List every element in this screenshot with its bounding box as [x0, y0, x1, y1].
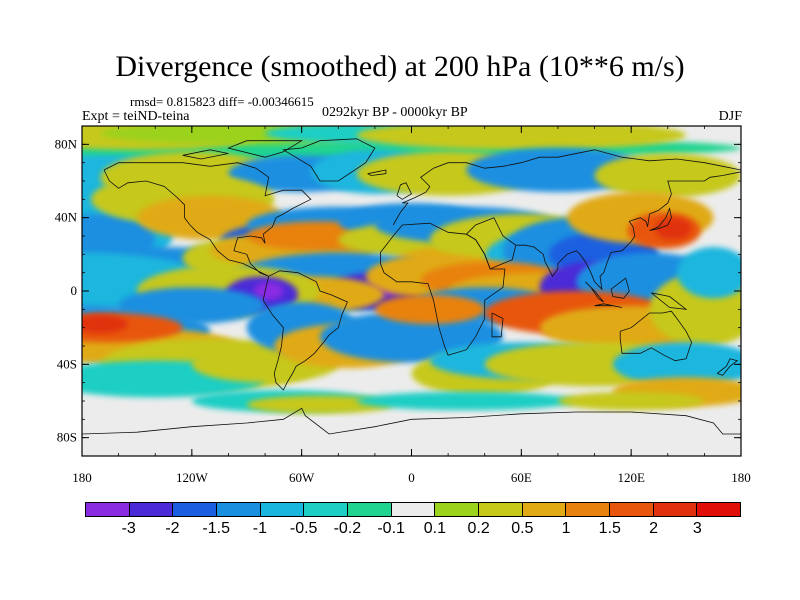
lon-tick-label: 60W [289, 470, 315, 485]
colorbar-level-label: 0.1 [423, 520, 446, 537]
colorbar-level-label: 3 [692, 520, 702, 537]
colorbar-segment [304, 503, 349, 516]
coastline [594, 303, 623, 308]
colorbar-segment [86, 503, 130, 516]
lon-tick-label: 120W [176, 470, 209, 485]
axis-ticks [81, 125, 742, 457]
lat-tick-label: 40N [55, 210, 78, 225]
lon-tick-label: 180 [731, 470, 751, 485]
colorbar-segment [129, 503, 174, 516]
colorbar-level-label: -0.5 [289, 520, 318, 537]
colorbar-segment [610, 503, 654, 516]
season-label: DJF [718, 109, 742, 124]
colorbar-labels: -3 -2 -1.5 -1 -0.5 -0.2 -0.1 0.1 0.2 0.5 1 1.5 2 3 [0, 520, 800, 540]
colorbar-level-label: 1 [561, 520, 571, 537]
colorbar-segment [697, 503, 741, 516]
colorbar-level-label: -0.2 [333, 520, 362, 537]
colorbar-level-label: 1.5 [598, 520, 621, 537]
coastline [466, 217, 517, 270]
colorbar-level-label: 0.2 [467, 520, 490, 537]
coastline [227, 140, 304, 158]
divergence-contour [254, 281, 284, 301]
colorbar-segment [173, 503, 218, 516]
divergence-contour [557, 391, 705, 411]
colorbar-level-label: 0.5 [511, 520, 534, 537]
divergence-field [82, 126, 741, 414]
divergence-contour [594, 153, 741, 198]
experiment-label: Expt = teiND-teina [82, 109, 190, 124]
colorbar-level-label: -1.5 [202, 520, 230, 537]
lat-tick-label: 0 [71, 283, 78, 298]
coastline [262, 270, 348, 391]
colorbar-level-label: -1 [252, 520, 268, 537]
colorbar-level-label: -3 [121, 520, 136, 537]
colorbar-segment [348, 503, 392, 516]
coastline [651, 292, 688, 310]
colorbar-segment [217, 503, 261, 516]
colorbar-segment [522, 503, 567, 516]
colorbar-level-label: 2 [649, 520, 658, 537]
coastline [282, 138, 376, 182]
coastline [380, 222, 506, 356]
coastlines [82, 138, 741, 435]
divergence-contour [676, 247, 741, 299]
coastline [515, 171, 741, 291]
colorbar [85, 502, 741, 517]
colorbar-segment [653, 503, 698, 516]
axis-tick-labels: 80N 40N 0 40S 80S 180 120W 60W 0 60E 120E 180 [55, 136, 751, 485]
colorbar-segment [566, 503, 611, 516]
lon-tick-label: 0 [408, 470, 415, 485]
divergence-contour [654, 217, 692, 240]
colorbar-segment [435, 503, 480, 516]
lon-tick-label: 180 [72, 470, 92, 485]
coastline [619, 310, 693, 362]
divergence-contour [612, 342, 741, 387]
map-title: Divergence (smoothed) at 200 hPa (10**6 … [115, 50, 685, 83]
colorbar-segment [260, 503, 305, 516]
colorbar-segment [479, 503, 523, 516]
divergence-contour [246, 395, 394, 414]
stats-text: rmsd= 0.815823 diff= -0.00346615 [130, 94, 314, 109]
coastline [585, 281, 605, 303]
coastline [610, 277, 630, 299]
divergence-contour [356, 126, 687, 150]
divergence-contour [82, 314, 128, 334]
lat-tick-label: 40S [57, 356, 77, 371]
lon-tick-label: 60E [511, 470, 532, 485]
coastline [491, 312, 504, 338]
lat-tick-label: 80N [55, 136, 78, 151]
divergence-contour [374, 294, 485, 325]
coastline [392, 149, 741, 226]
coastline [649, 207, 672, 231]
colorbar-level-label: -2 [165, 520, 180, 537]
coastline [716, 358, 739, 376]
coastline [182, 149, 229, 160]
coastline [396, 182, 413, 200]
colorbar-segment [391, 503, 436, 516]
coastline [103, 162, 312, 277]
period-label: 0292kyr BP - 0000kyr BP [322, 105, 468, 120]
divergence-contour [356, 391, 577, 411]
lon-tick-label: 120E [617, 470, 645, 485]
coastline [82, 407, 741, 435]
colorbar-level-label: -0.1 [377, 520, 405, 537]
lat-tick-label: 80S [57, 430, 77, 445]
coastline [367, 169, 387, 176]
